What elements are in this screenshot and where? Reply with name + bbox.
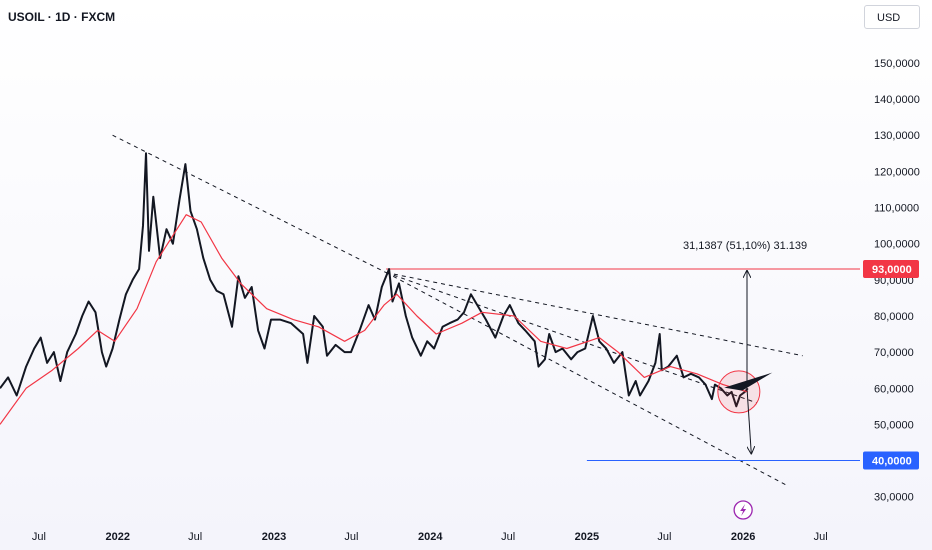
trendlines: [112, 134, 803, 487]
pointer-arrow-icon: [724, 372, 773, 391]
y-tick-label: 130,0000: [874, 130, 920, 142]
x-tick-label: 2025: [575, 531, 599, 543]
resistance-price-badge: [863, 259, 919, 278]
resistance-price-label: 93,0000: [872, 264, 912, 276]
currency-button[interactable]: USD: [864, 5, 920, 29]
y-tick-label: 110,0000: [874, 203, 919, 215]
y-tick-label: 60,0000: [874, 383, 914, 395]
highlight-circle: [717, 370, 761, 414]
x-tick-label: 2026: [731, 531, 755, 543]
trendline-4: [385, 272, 788, 487]
support-price-label: 40,0000: [872, 456, 912, 468]
y-tick-label: 50,0000: [874, 419, 914, 431]
trendline-2: [386, 272, 803, 357]
y-tick-label: 80,0000: [874, 311, 914, 323]
x-tick-label: Jul: [32, 531, 46, 543]
time-axis[interactable]: Jul 2022 Jul 2023 Jul 2024 Jul 2025 Jul 2026 Jul: [32, 531, 828, 543]
symbol-title: USOIL · 1D · FXCM: [8, 10, 116, 24]
support-price-badge: [863, 451, 919, 470]
lightning-icon: [740, 504, 747, 516]
x-tick-label: 2023: [262, 531, 286, 543]
x-tick-label: Jul: [657, 531, 671, 543]
trendline-3: [385, 272, 757, 404]
price-series: [0, 152, 749, 425]
x-tick-label: Jul: [188, 531, 202, 543]
x-tick-label: 2022: [105, 531, 129, 543]
x-tick-label: 2024: [418, 531, 443, 543]
annotations: 31,1387 (51,10%) 31.139: [683, 240, 807, 520]
y-tick-label: 70,0000: [874, 347, 914, 359]
y-tick-label: 30,0000: [874, 492, 914, 504]
y-tick-label: 120,0000: [874, 166, 920, 178]
measure-label: 31,1387 (51,10%) 31.139: [683, 240, 807, 252]
projection-arrow: [746, 388, 751, 453]
y-tick-label: 100,0000: [874, 239, 920, 251]
y-tick-label: 150,0000: [874, 58, 920, 70]
x-tick-label: Jul: [814, 531, 828, 543]
price-axis[interactable]: 30,0000 40,0000 50,0000 60,0000 70,0000 80,00…: [863, 58, 920, 504]
x-tick-label: Jul: [501, 531, 515, 543]
y-tick-label: 140,0000: [874, 94, 920, 106]
price-line: [0, 152, 749, 408]
price-levels: [386, 268, 860, 462]
moving-average-line: [0, 214, 748, 425]
trendline-1: [112, 134, 387, 274]
x-tick-label: Jul: [344, 531, 358, 543]
